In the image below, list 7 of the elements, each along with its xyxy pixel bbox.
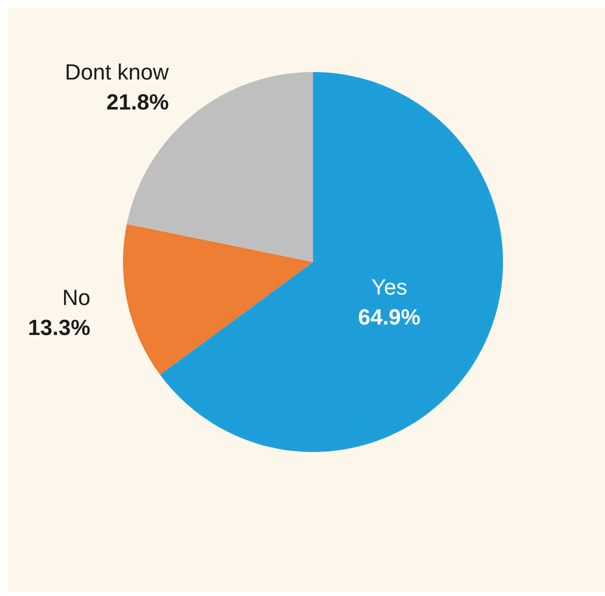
slice-label: Yes <box>371 274 408 300</box>
data-label: 13.3% <box>28 315 90 340</box>
data-label: 64.9% <box>358 304 420 330</box>
slice-label: Dont know <box>64 59 169 84</box>
slice-label: No <box>62 285 90 310</box>
pie-slice <box>123 224 313 375</box>
data-label: 21.8% <box>106 89 169 114</box>
